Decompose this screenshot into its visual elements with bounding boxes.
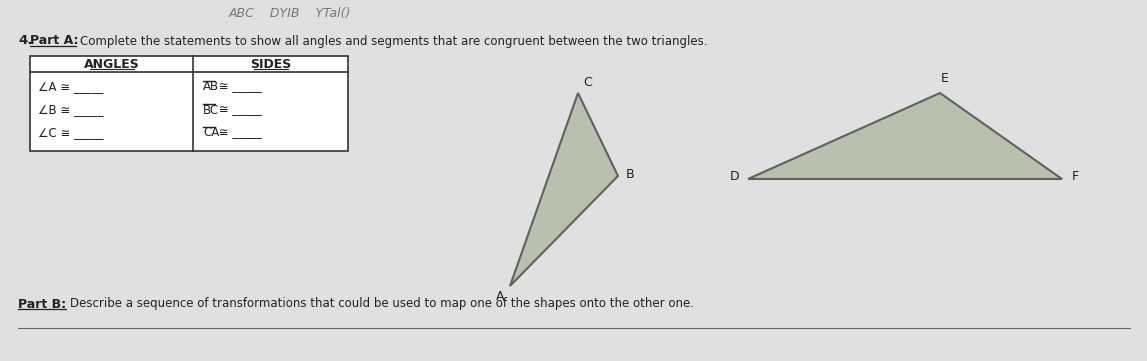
Text: 4.: 4. <box>18 35 32 48</box>
Text: Complete the statements to show all angles and segments that are congruent betwe: Complete the statements to show all angl… <box>80 35 708 48</box>
Text: D: D <box>731 170 740 183</box>
Text: ABC    DYIB    YTal(): ABC DYIB YTal() <box>228 8 351 21</box>
Polygon shape <box>748 93 1062 179</box>
Text: B: B <box>625 168 634 180</box>
Text: ≅ _____: ≅ _____ <box>214 104 262 117</box>
Text: Part A:: Part A: <box>30 35 78 48</box>
Text: E: E <box>941 73 949 86</box>
Text: A: A <box>496 290 505 303</box>
Text: CA: CA <box>203 126 219 139</box>
Text: C: C <box>584 77 592 90</box>
Bar <box>30 56 348 151</box>
Text: ≅ _____: ≅ _____ <box>214 81 262 93</box>
Text: ANGLES: ANGLES <box>84 57 140 70</box>
Text: AB: AB <box>203 81 219 93</box>
Text: ∠B ≅ _____: ∠B ≅ _____ <box>38 104 103 117</box>
Text: SIDES: SIDES <box>250 57 291 70</box>
Text: ∠C ≅ _____: ∠C ≅ _____ <box>38 126 103 139</box>
Text: Part B:: Part B: <box>18 297 67 310</box>
Text: BC: BC <box>203 104 219 117</box>
Text: ≅ _____: ≅ _____ <box>214 126 262 139</box>
Text: Describe a sequence of transformations that could be used to map one of the shap: Describe a sequence of transformations t… <box>70 297 694 310</box>
Text: ∠A ≅ _____: ∠A ≅ _____ <box>38 81 103 93</box>
Text: F: F <box>1071 170 1078 183</box>
Polygon shape <box>510 93 618 286</box>
